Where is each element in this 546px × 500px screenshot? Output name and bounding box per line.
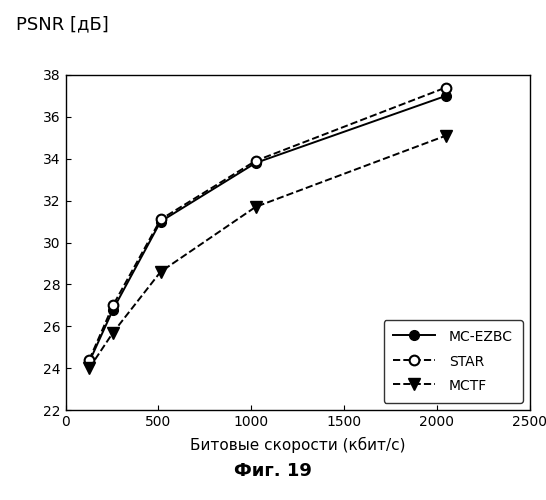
MCTF: [86, 365, 93, 371]
MCTF: [252, 204, 259, 210]
Line: STAR: STAR: [85, 82, 450, 364]
Text: Фиг. 19: Фиг. 19: [234, 462, 312, 480]
STAR: [252, 158, 259, 164]
MC-EZBC: [110, 306, 116, 312]
MC-EZBC: [86, 359, 93, 365]
STAR: [86, 357, 93, 363]
MC-EZBC: [157, 218, 164, 224]
MC-EZBC: [252, 160, 259, 166]
STAR: [110, 302, 116, 308]
Text: PSNR [дБ]: PSNR [дБ]: [16, 15, 109, 33]
X-axis label: Битовые скорости (кбит/с): Битовые скорости (кбит/с): [190, 437, 405, 454]
Legend: MC-EZBC, STAR, MCTF: MC-EZBC, STAR, MCTF: [384, 320, 523, 403]
MCTF: [110, 330, 116, 336]
MCTF: [157, 269, 164, 275]
MC-EZBC: [442, 93, 449, 99]
Line: MC-EZBC: MC-EZBC: [85, 91, 450, 366]
Line: MCTF: MCTF: [83, 130, 452, 374]
MCTF: [442, 132, 449, 138]
STAR: [442, 84, 449, 90]
STAR: [157, 216, 164, 222]
